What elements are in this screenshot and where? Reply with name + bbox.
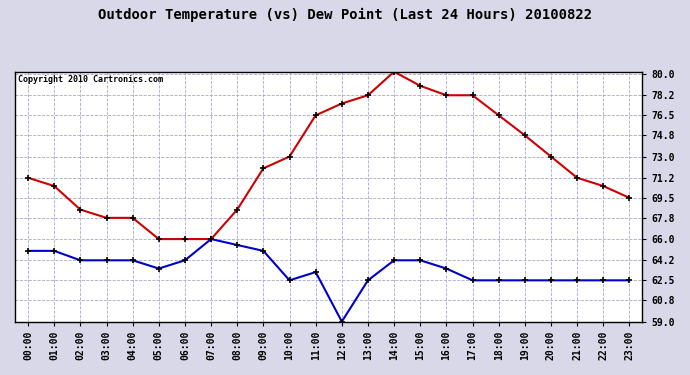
Text: Copyright 2010 Cartronics.com: Copyright 2010 Cartronics.com: [18, 75, 163, 84]
Text: Outdoor Temperature (vs) Dew Point (Last 24 Hours) 20100822: Outdoor Temperature (vs) Dew Point (Last…: [98, 8, 592, 22]
